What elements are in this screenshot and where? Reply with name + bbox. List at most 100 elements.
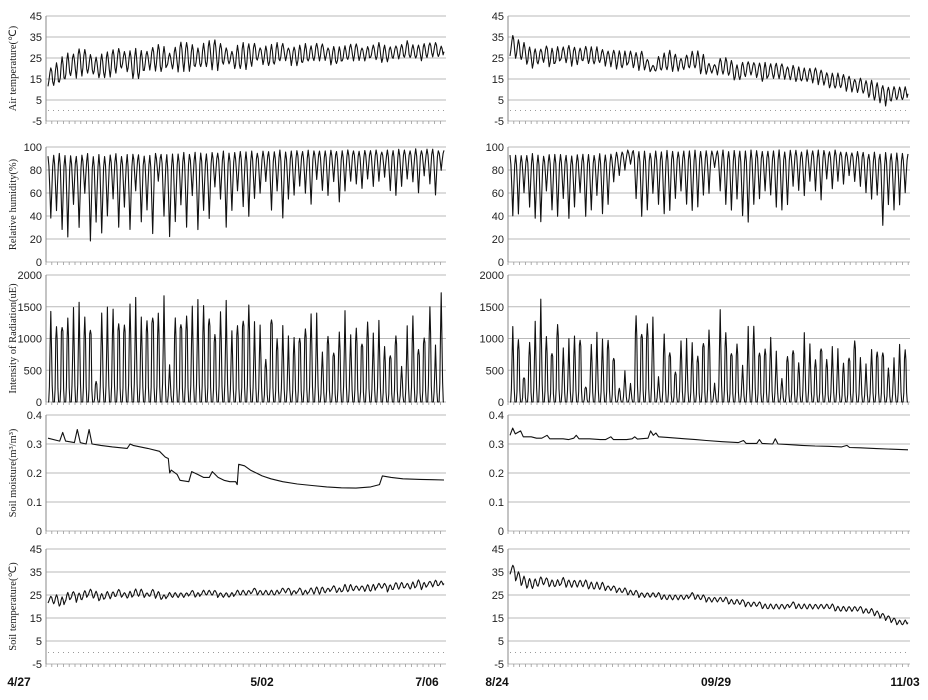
chart-panel-air-temp-left: -5 5 15 25 35 45 Air temperature(℃) (8, 11, 446, 128)
x-label-left-mid: 5/02 (250, 675, 274, 689)
x-label-right-start: 8/24 (485, 675, 509, 689)
chart-panel-rad-right: 0 500 1000 1500 2000 (480, 270, 910, 409)
y-tick-label: -5 (32, 116, 42, 128)
y-tick-label: 40 (30, 211, 42, 223)
series-line-soil-moist-left (47, 428, 445, 489)
gridlines (46, 548, 446, 665)
y-tick-label: 0 (36, 397, 42, 409)
gridlines (508, 414, 910, 532)
gridlines (508, 15, 910, 122)
x-tick-marks (507, 262, 909, 265)
y-tick-label: 45 (30, 11, 42, 23)
series-line-rh-right (509, 149, 909, 226)
right-column: -551525354502040608010005001000150020000… (480, 11, 910, 671)
y-tick-label: 0.2 (27, 468, 42, 480)
chart-panel-soil-moist-left: 0 0.1 0.2 0.3 0.4 Soil moisture(m³/m³) (8, 410, 446, 538)
x-tick-marks (45, 402, 441, 405)
y-tick-label: 1000 (18, 334, 42, 346)
y-tick-label: 0.1 (489, 497, 504, 509)
y-tick-label: 1500 (480, 302, 504, 314)
y-tick-label: 0.2 (489, 468, 504, 480)
y-tick-label: 2000 (480, 270, 504, 282)
y-tick-label: 20 (30, 234, 42, 246)
y-tick-label: 45 (492, 544, 504, 556)
y-tick-label: 15 (30, 613, 42, 625)
y-tick-label: 25 (492, 590, 504, 602)
y-tick-label: 0.1 (27, 497, 42, 509)
y-tick-label: 35 (30, 567, 42, 579)
y-tick-label: 60 (492, 188, 504, 200)
gridlines (508, 548, 910, 665)
series-line-rad-left (48, 292, 444, 403)
y-tick-label: -5 (494, 116, 504, 128)
y-tick-label: 25 (492, 53, 504, 65)
y-tick-label: 0 (498, 397, 504, 409)
x-label-right-mid: 09/29 (701, 675, 731, 689)
series-line-soil-temp-left (47, 579, 445, 607)
x-tick-marks (507, 531, 909, 534)
y-tick-label: -5 (32, 659, 42, 671)
y-tick-label: 45 (30, 544, 42, 556)
y-axis-label: Intensity of Radiation(uE) (8, 283, 19, 394)
y-tick-label: 80 (30, 165, 42, 177)
x-tick-marks (45, 664, 441, 667)
chart-panel-soil-temp-left: -5 5 15 25 35 45 Soil temperature(℃) (8, 544, 446, 671)
x-label-left-start: 4/27 (7, 675, 31, 689)
y-tick-label: 1000 (480, 334, 504, 346)
y-tick-label: 500 (486, 365, 504, 377)
y-tick-label: 100 (24, 142, 42, 154)
y-axis-label: Air temperature(℃) (8, 25, 19, 111)
y-tick-label: 35 (30, 32, 42, 44)
left-column: -5 5 15 25 35 45 Air temperature(℃) 0 20 40 60 80 10… (8, 11, 446, 671)
y-tick-label: 0 (36, 257, 42, 269)
y-tick-label: 60 (30, 188, 42, 200)
chart-panel-soil-moist-right: 0 0.1 0.2 0.3 0.4 (489, 410, 910, 538)
x-label-right-end: 11/03 (890, 675, 920, 689)
chart-panel-air-temp-right: -5 5 15 25 35 45 (492, 11, 910, 128)
y-axis-label: Soil temperature(℃) (8, 562, 19, 651)
y-tick-label: 80 (492, 165, 504, 177)
y-tick-label: 0 (498, 526, 504, 538)
chart-panel-soil-temp-right: -5 5 15 25 35 45 (492, 544, 910, 671)
y-tick-label: 45 (492, 11, 504, 23)
gridlines (46, 414, 446, 532)
x-tick-marks (45, 531, 441, 534)
y-tick-label: 35 (492, 567, 504, 579)
y-tick-label: 0 (498, 257, 504, 269)
y-tick-label: 5 (36, 95, 42, 107)
chart-panel-rh-left: 0 20 40 60 80 100 Relative humidity(%) (8, 142, 446, 269)
y-tick-label: 5 (498, 636, 504, 648)
y-tick-label: 40 (492, 211, 504, 223)
gridlines (46, 15, 446, 122)
y-tick-label: 0.4 (489, 410, 504, 422)
y-tick-label: 15 (492, 74, 504, 86)
series-line-soil-temp-right (509, 564, 909, 626)
y-tick-label: 35 (492, 32, 504, 44)
y-tick-label: 0.4 (27, 410, 42, 422)
series-line-air-temp-right (509, 34, 909, 107)
series-line-rad-right (510, 298, 908, 403)
x-tick-marks (507, 121, 909, 124)
y-tick-label: 1500 (18, 302, 42, 314)
series-line-soil-moist-right (509, 427, 909, 451)
y-axis-label: Soil moisture(m³/m³) (8, 428, 19, 517)
series-line-air-temp-left (47, 39, 445, 87)
y-tick-label: 2000 (18, 270, 42, 282)
y-tick-label: 15 (492, 613, 504, 625)
y-tick-label: -5 (494, 659, 504, 671)
x-tick-marks (45, 121, 441, 124)
x-tick-marks (507, 664, 909, 667)
series-line-rh-left (47, 148, 445, 242)
y-tick-label: 15 (30, 74, 42, 86)
y-tick-label: 20 (492, 234, 504, 246)
x-label-left-end: 7/06 (415, 675, 439, 689)
y-tick-label: 0 (36, 526, 42, 538)
y-tick-label: 500 (24, 365, 42, 377)
y-tick-label: 5 (36, 636, 42, 648)
y-tick-label: 0.3 (489, 439, 504, 451)
y-tick-label: 25 (30, 53, 42, 65)
y-axis-label: Relative humidity(%) (8, 158, 19, 250)
y-tick-label: 100 (486, 142, 504, 154)
